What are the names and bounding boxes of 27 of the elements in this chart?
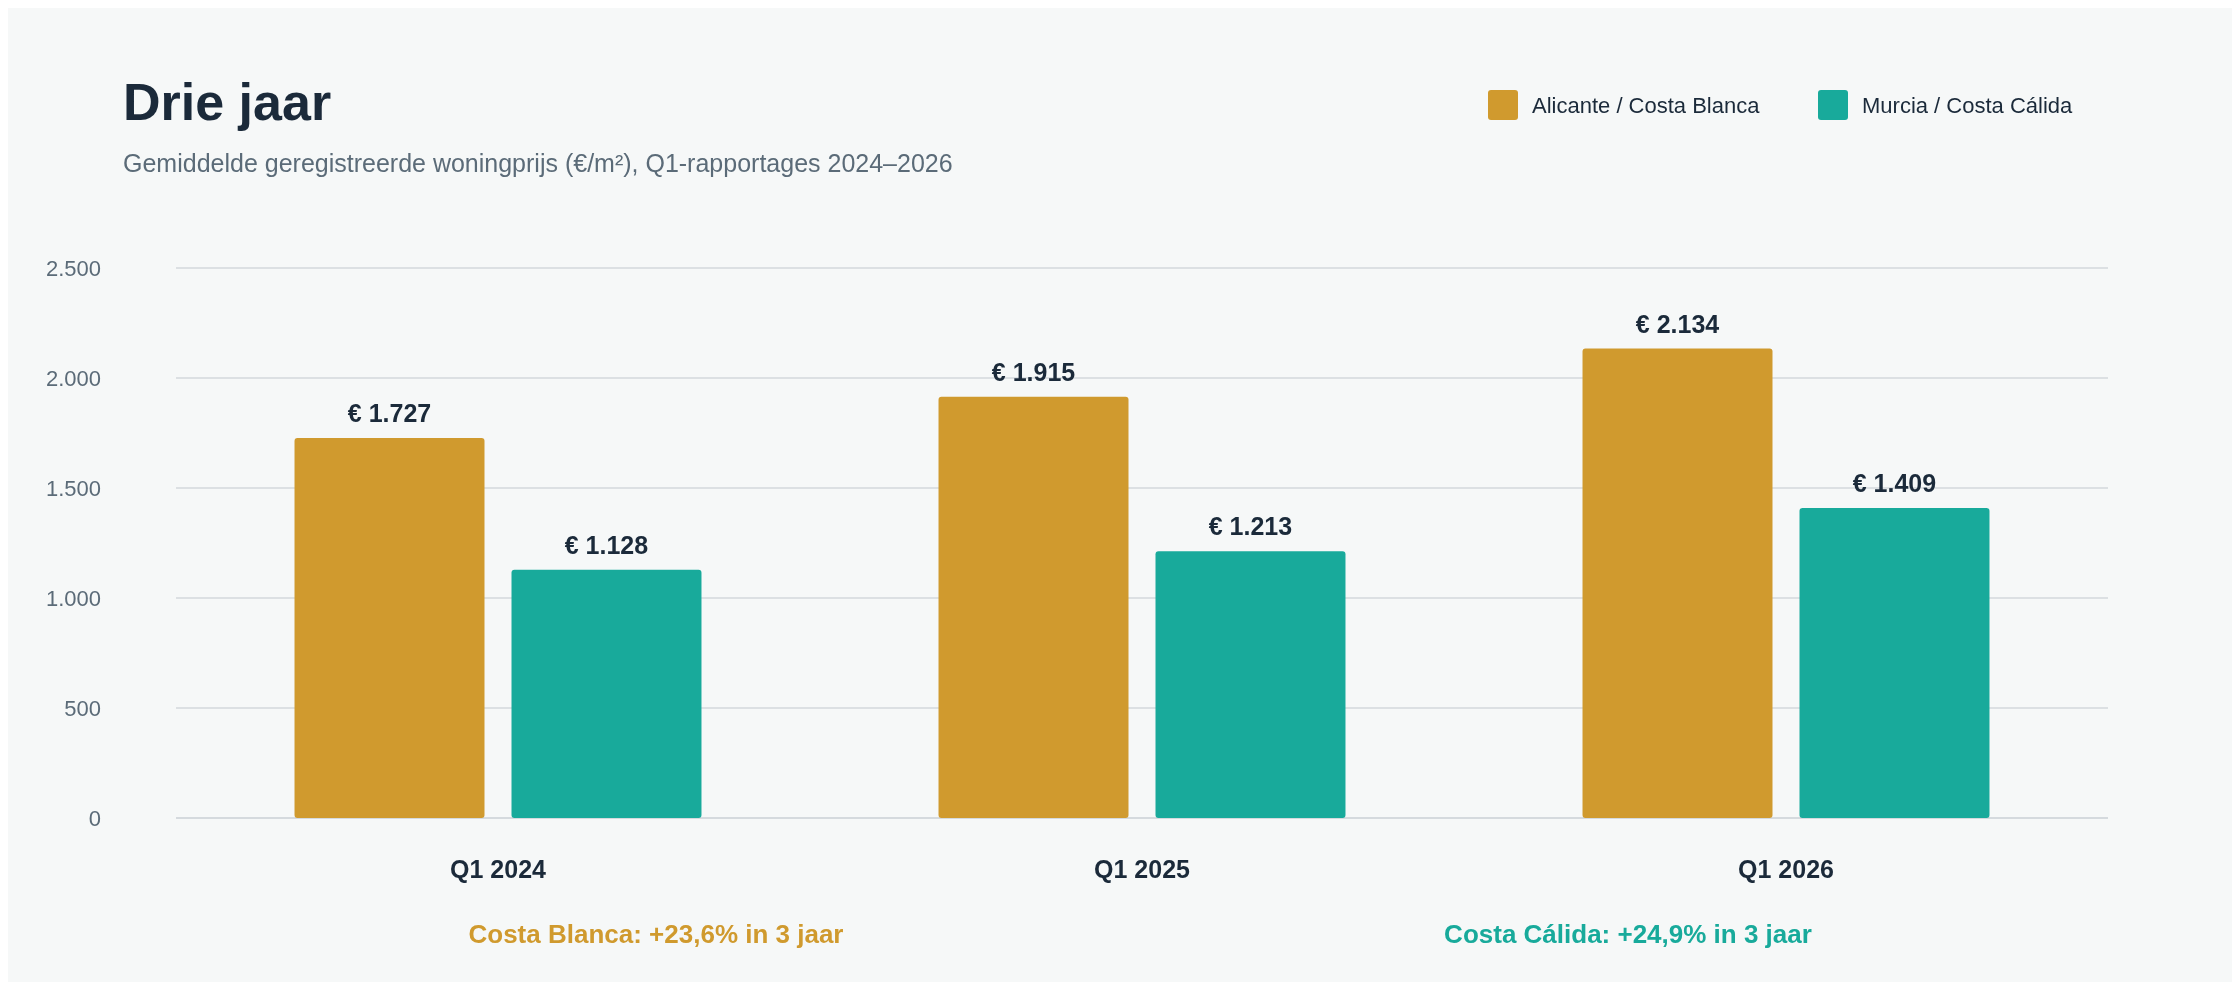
legend-label: Alicante / Costa Blanca [1532, 93, 1761, 118]
chart-subtitle: Gemiddelde geregistreerde woningprijs (€/m²), Q1-rapportages 2024–2026 [123, 149, 953, 177]
x-tick-label: Q1 2026 [1738, 855, 1834, 883]
legend-label: Murcia / Costa Cálida [1862, 93, 2074, 118]
data-label: € 1.915 [991, 357, 1076, 386]
chart-title: Drie jaar [123, 73, 332, 131]
bar [511, 569, 702, 818]
data-label: € 1.213 [1208, 512, 1293, 541]
data-label: € 2.134 [1635, 309, 1720, 338]
y-tick-label: 1.500 [45, 476, 101, 501]
data-label: € 1.128 [564, 530, 649, 559]
text: Costa Blanca: +23,6% in 3 jaar [468, 919, 844, 949]
bar [1155, 551, 1346, 818]
y-tick-label: 500 [64, 696, 101, 721]
y-tick-label: 0 [88, 806, 101, 831]
y-tick-label: 2.500 [45, 256, 101, 281]
x-tick-label: Q1 2024 [450, 855, 547, 883]
y-tick-label: 1.000 [45, 586, 101, 611]
data-label: € 1.727 [347, 399, 432, 428]
bar [1582, 348, 1773, 818]
data-label: € 1.409 [1852, 469, 1937, 498]
bar [1799, 508, 1990, 818]
y-tick-label: 2.000 [45, 366, 101, 391]
x-tick-label: Q1 2025 [1094, 855, 1191, 883]
bar [938, 396, 1129, 818]
text: Costa Cálida: +24,9% in 3 jaar [1444, 919, 1812, 949]
bar [294, 438, 485, 818]
